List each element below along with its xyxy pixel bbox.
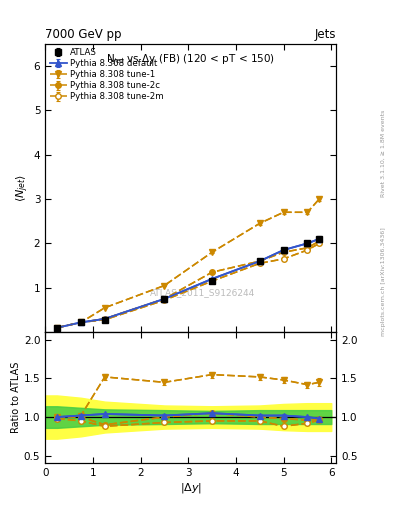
Y-axis label: $\langle N_{jet}\rangle$: $\langle N_{jet}\rangle$ — [15, 174, 31, 202]
Text: Jets: Jets — [314, 28, 336, 41]
Text: 7000 GeV pp: 7000 GeV pp — [45, 28, 122, 41]
Text: Rivet 3.1.10, ≥ 1.8M events: Rivet 3.1.10, ≥ 1.8M events — [381, 110, 386, 197]
Y-axis label: Ratio to ATLAS: Ratio to ATLAS — [11, 362, 21, 434]
Text: N$_{jet}$ vs $\Delta$y (FB) (120 < pT < 150): N$_{jet}$ vs $\Delta$y (FB) (120 < pT < … — [106, 52, 275, 67]
Text: ATLAS_2011_S9126244: ATLAS_2011_S9126244 — [150, 289, 255, 297]
Text: mcplots.cern.ch [arXiv:1306.3436]: mcplots.cern.ch [arXiv:1306.3436] — [381, 227, 386, 336]
X-axis label: $|\Delta y|$: $|\Delta y|$ — [180, 481, 202, 495]
Legend: ATLAS, Pythia 8.308 default, Pythia 8.308 tune-1, Pythia 8.308 tune-2c, Pythia 8: ATLAS, Pythia 8.308 default, Pythia 8.30… — [48, 46, 165, 103]
